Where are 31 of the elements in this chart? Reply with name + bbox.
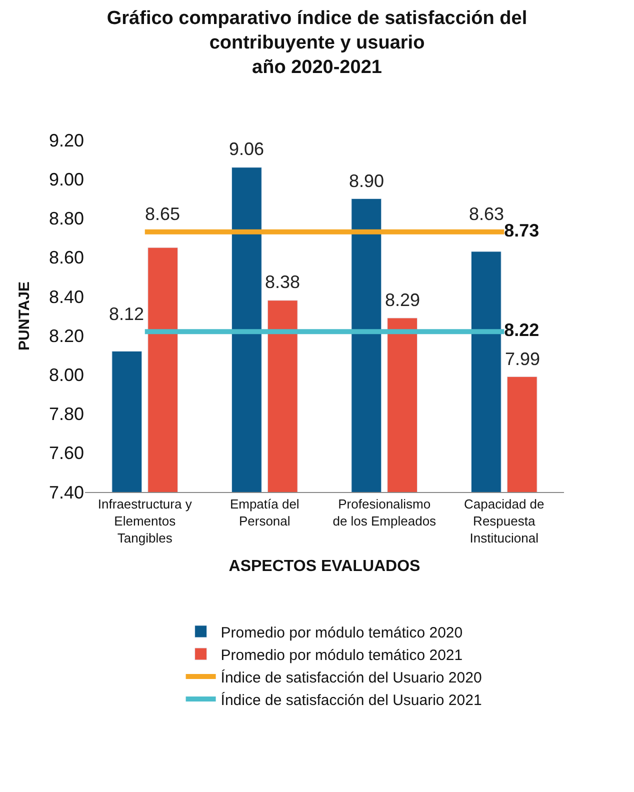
data-label: 8.38 — [265, 272, 300, 292]
data-label: 8.63 — [469, 204, 504, 224]
y-tick-label: 7.60 — [48, 443, 84, 464]
legend-label: Índice de satisfacción del Usuario 2021 — [220, 690, 482, 709]
y-axis-title: PUNTAJE — [16, 282, 34, 350]
y-tick-label: 7.80 — [48, 404, 84, 424]
y-tick-label: 7.40 — [48, 482, 84, 502]
x-axis-title: ASPECTOS EVALUADOS — [228, 558, 421, 576]
data-label: 8.65 — [145, 204, 180, 224]
x-tick-label: Capacidad de Respuesta Institucional — [464, 496, 544, 546]
y-tick-label: 8.80 — [48, 208, 84, 229]
data-label: 8.90 — [349, 171, 384, 191]
y-tick-label: 9.20 — [48, 130, 84, 150]
legend-label: Promedio por módulo temático 2021 — [220, 646, 463, 664]
y-tick-label: 8.60 — [48, 248, 84, 268]
y-tick-label: 8.00 — [48, 364, 84, 385]
y-tick-label: 8.40 — [48, 286, 84, 307]
data-label: 8.73 — [504, 220, 540, 240]
chart-title: Gráfico comparativo índice de satisfacción del contribuyente y usuario año 2020-2021 — [106, 8, 528, 78]
legend-label: Índice de satisfacción del Usuario 2020 — [220, 668, 482, 686]
x-tick-label: Profesionalismo de los Empleados — [332, 496, 437, 528]
x-tick-label: Empatía del Personal — [230, 496, 300, 528]
y-tick-label: 8.20 — [48, 326, 84, 346]
data-label: 8.29 — [385, 290, 420, 310]
data-label: 9.06 — [229, 139, 264, 159]
data-label: 7.99 — [505, 349, 540, 369]
y-tick-label: 9.00 — [48, 169, 84, 190]
data-label: 8.22 — [504, 320, 540, 340]
data-label: 8.12 — [109, 304, 144, 324]
legend-label: Promedio por módulo temático 2020 — [220, 624, 463, 642]
x-tick-label: Infraestructura y Elementos Tangibles — [98, 496, 192, 546]
